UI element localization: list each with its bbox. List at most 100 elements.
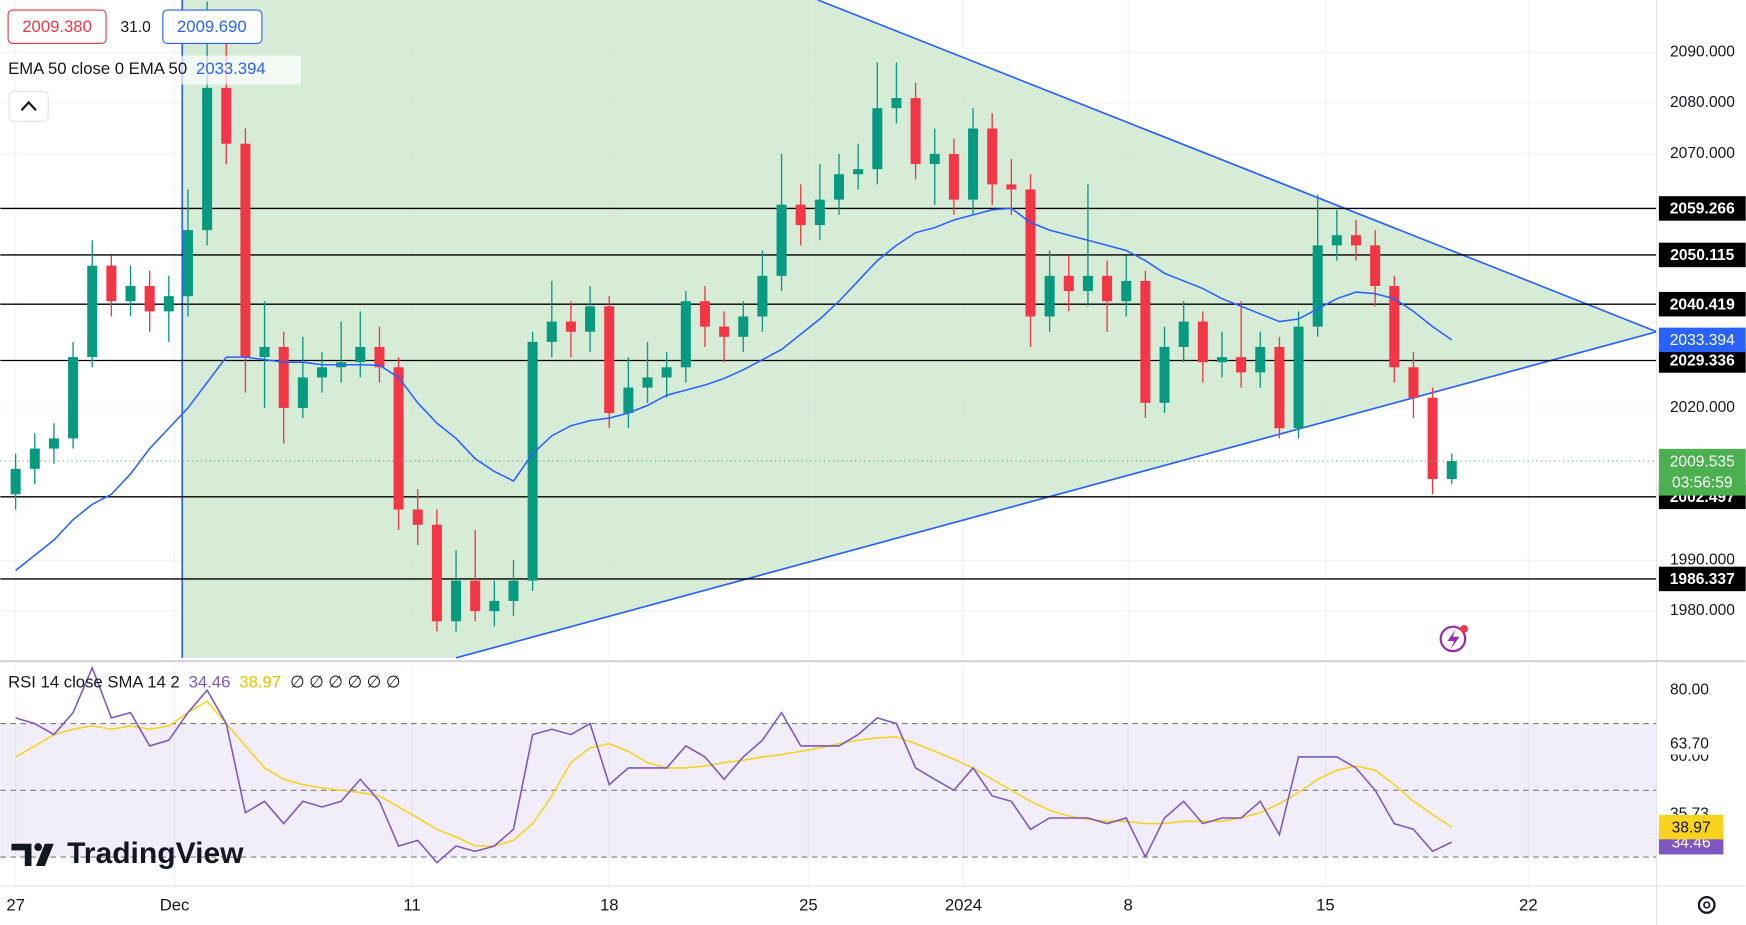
candle-body	[182, 230, 193, 297]
level-label: 2029.336	[1670, 353, 1735, 370]
background-layer	[0, 0, 1657, 887]
candle-body	[680, 301, 691, 368]
candle-body	[795, 204, 806, 226]
candle-body	[508, 580, 519, 601]
settings-icon[interactable]	[1697, 896, 1716, 914]
logo-mark	[11, 843, 32, 867]
ask-price: 2009.690	[177, 17, 247, 36]
rsi-line	[15, 665, 1453, 864]
candle-body	[297, 377, 308, 408]
y-tick-label: 1990.000	[1670, 551, 1735, 568]
candle-body	[1197, 321, 1208, 363]
candle-body	[374, 346, 385, 368]
candle-body	[968, 128, 979, 200]
x-tick-label: 15	[1316, 895, 1335, 914]
candle-body	[642, 377, 653, 388]
candle-body	[1025, 189, 1036, 317]
candle-body	[1159, 346, 1170, 403]
last-price-label: 2009.535	[1670, 453, 1735, 470]
candle-body	[546, 321, 557, 342]
candle-body	[604, 306, 615, 413]
candle-body	[1255, 346, 1266, 373]
trend-line	[455, 330, 1657, 659]
rsi-legend-label: RSI 14 close SMA 14 2	[8, 673, 180, 692]
candle-body	[776, 204, 787, 276]
candle-body	[1312, 245, 1323, 327]
ema-line	[15, 207, 1453, 572]
candle-body	[259, 346, 270, 358]
candle-body	[527, 341, 538, 581]
level-label: 2059.266	[1670, 201, 1735, 218]
candle-body	[623, 387, 634, 413]
ask-box[interactable]	[162, 9, 263, 44]
candle-body	[585, 306, 596, 332]
candle-body	[891, 98, 902, 109]
candle-body	[1274, 346, 1285, 429]
candle-body	[412, 509, 423, 525]
candle-body	[814, 199, 825, 226]
level-label: 1986.337	[1670, 571, 1735, 588]
x-tick-label: 27	[6, 895, 25, 914]
candle-body	[699, 301, 710, 327]
candle-body	[1293, 326, 1304, 429]
candle-body	[451, 580, 462, 622]
candle-body	[1063, 275, 1074, 292]
candle-body	[738, 316, 749, 337]
candle-body	[1446, 461, 1457, 480]
candle-body	[221, 87, 232, 144]
candle-body	[1408, 367, 1419, 398]
alert-dot	[1460, 625, 1468, 633]
x-tick-label: 18	[600, 895, 619, 914]
candle-body	[1082, 275, 1093, 292]
x-tick-label: 22	[1519, 895, 1538, 914]
candle-body	[278, 346, 289, 408]
candle-body	[489, 600, 500, 612]
level-badge	[1658, 348, 1746, 373]
alert-icon[interactable]	[1439, 625, 1467, 653]
candle-body	[833, 174, 845, 200]
rsi-legend-empty: ∅ ∅ ∅ ∅ ∅ ∅	[290, 673, 400, 692]
level-badge	[1658, 291, 1746, 317]
sma-legend-value: 38.97	[239, 673, 281, 692]
candle-body	[1140, 280, 1151, 403]
rsi-level-bg	[1658, 734, 1744, 755]
candle-body	[163, 296, 174, 312]
ema-badge	[1658, 327, 1746, 353]
y-tick-label: 1980.000	[1670, 602, 1735, 619]
collapse-button[interactable]	[8, 90, 49, 122]
rsi-legend: RSI 14 close SMA 14 2 34.46 38.97 ∅ ∅ ∅ ∅ ∅…	[8, 673, 400, 692]
candle-body	[355, 346, 366, 363]
candle-body	[565, 321, 576, 332]
candle-body	[202, 87, 213, 231]
candle-body	[10, 468, 21, 495]
candle-body	[240, 143, 251, 358]
candle-body	[757, 275, 768, 317]
x-tick-label: 8	[1124, 895, 1133, 914]
candle-body	[393, 367, 404, 510]
rsi-badge	[1658, 814, 1724, 840]
spread: 31.0	[121, 19, 152, 36]
candle-body	[68, 357, 79, 439]
ema-legend: EMA 50 close 0 EMA 50 2033.394	[8, 60, 266, 79]
candle-body	[1121, 280, 1132, 302]
logo-text: TradingView	[67, 837, 244, 870]
candle-body	[125, 286, 136, 302]
bid-box[interactable]	[7, 9, 107, 44]
candle-body	[948, 153, 959, 200]
trend-line	[817, 0, 1657, 333]
y-tick-label: 2070.000	[1670, 145, 1735, 162]
level-badge	[1658, 196, 1746, 221]
candle-body	[106, 265, 117, 302]
level-label: 2050.115	[1670, 247, 1734, 264]
candle-body	[1427, 397, 1438, 480]
level-badge	[1658, 242, 1746, 268]
candle-body	[1236, 357, 1247, 373]
candle-body	[1044, 275, 1055, 317]
alert-bolt	[1447, 630, 1460, 649]
x-tick-label: 25	[799, 895, 818, 914]
legend-bg	[2, 55, 301, 85]
y-tick-label: 2080.000	[1670, 94, 1735, 111]
y-tick-label: 2090.000	[1670, 43, 1735, 60]
